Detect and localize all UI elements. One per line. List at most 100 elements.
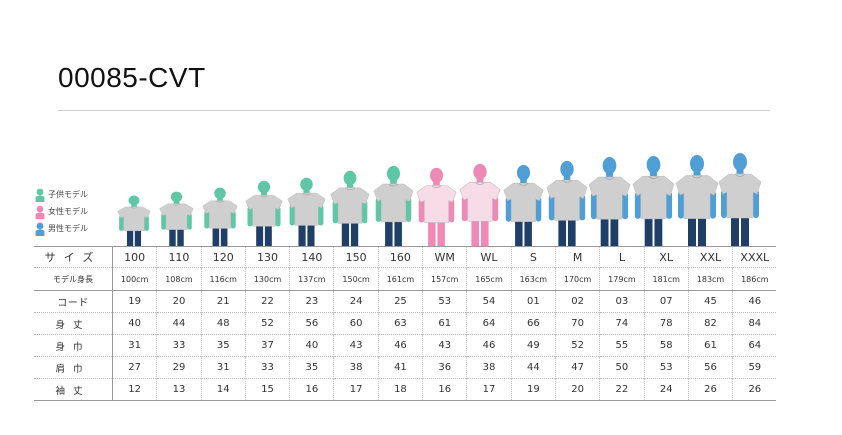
cell-width-s: 49: [510, 334, 556, 357]
cell-shoulder-140: 35: [289, 356, 334, 379]
cell-sleeve-l: 22: [599, 378, 645, 401]
cell-code-130: 22: [244, 290, 290, 313]
cell-size-xl: XL: [643, 246, 689, 268]
cell-width-m: 52: [554, 334, 600, 357]
cell-size-xxxl: XXXL: [732, 246, 777, 268]
cell-size-120: 120: [200, 246, 246, 268]
cell-sleeve-140: 16: [289, 378, 334, 401]
cell-code-xl: 07: [643, 290, 689, 313]
cell-width-140: 40: [289, 334, 334, 357]
cell-height-150: 150cm: [333, 267, 379, 291]
cell-shoulder-120: 31: [200, 356, 246, 379]
cell-length-m: 70: [554, 312, 600, 335]
cell-height-l: 179cm: [599, 267, 645, 291]
legend: 子供モデル 女性モデル 男性モデル: [34, 186, 88, 237]
row-label-sleeve: 袖丈: [34, 378, 113, 401]
cell-height-wl: 165cm: [466, 267, 512, 291]
cell-height-xl: 181cm: [643, 267, 689, 291]
row-label-height: モデル身長: [34, 267, 113, 291]
cell-shoulder-110: 29: [156, 356, 202, 379]
row-shoulder: 肩巾 27 29 31 33 35 38 41 36 38 44 47 50 53 56 59: [34, 356, 777, 379]
cell-height-110: 108cm: [156, 267, 202, 291]
cell-height-130: 130cm: [244, 267, 290, 291]
cell-sleeve-xl: 24: [643, 378, 689, 401]
cell-shoulder-l: 50: [599, 356, 645, 379]
cell-code-xxl: 45: [687, 290, 733, 313]
row-width: 身巾 31 33 35 37 40 43 46 43 46 49 52 55 58 61 64: [34, 334, 777, 357]
cell-length-xl: 78: [643, 312, 689, 335]
row-code: コード 19 20 21 22 23 24 25 53 54 01 02 03 07 45 46: [34, 290, 777, 313]
row-label-shoulder: 肩巾: [34, 356, 113, 379]
cell-size-130: 130: [244, 246, 290, 268]
cell-shoulder-150: 38: [333, 356, 379, 379]
cell-code-150: 24: [333, 290, 379, 313]
legend-item-woman: 女性モデル: [34, 203, 88, 220]
cell-sleeve-wm: 16: [422, 378, 467, 401]
cell-code-l: 03: [599, 290, 645, 313]
cell-length-l: 74: [599, 312, 645, 335]
cell-height-xxxl: 186cm: [732, 267, 777, 291]
row-sleeve: 袖丈 12 13 14 15 16 17 18 16 17 19 20 22 24 26 26: [34, 378, 777, 401]
cell-length-120: 48: [200, 312, 246, 335]
cell-sleeve-m: 20: [554, 378, 600, 401]
legend-label-kid: 子供モデル: [48, 190, 88, 199]
cell-size-160: 160: [377, 246, 423, 268]
cell-height-xxl: 183cm: [687, 267, 733, 291]
cell-sleeve-wl: 17: [466, 378, 512, 401]
model-figure-s: [503, 164, 544, 246]
cell-shoulder-100: 27: [111, 356, 157, 379]
cell-code-160: 25: [377, 290, 423, 313]
model-figure-wm: [416, 167, 457, 246]
cell-shoulder-xxxl: 59: [732, 356, 777, 379]
row-height: モデル身長 100cm 108cm 116cm 130cm 137cm 150cm 161cm…: [34, 267, 777, 291]
model-figure-m: [546, 160, 588, 246]
model-figure-xxxl: [718, 153, 762, 246]
cell-width-xl: 58: [643, 334, 689, 357]
cell-shoulder-xxl: 56: [687, 356, 733, 379]
model-figure-xxl: [675, 154, 718, 246]
cell-height-s: 163cm: [510, 267, 556, 291]
cell-height-wm: 157cm: [422, 267, 467, 291]
model-figure-wl: [459, 163, 501, 246]
legend-item-kid: 子供モデル: [34, 186, 88, 203]
model-figures: [0, 150, 842, 246]
cell-shoulder-m: 47: [554, 356, 600, 379]
cell-size-150: 150: [333, 246, 379, 268]
cell-length-110: 44: [156, 312, 202, 335]
cell-height-140: 137cm: [289, 267, 334, 291]
cell-shoulder-130: 33: [244, 356, 290, 379]
cell-sleeve-110: 13: [156, 378, 202, 401]
legend-label-man: 男性モデル: [48, 224, 88, 233]
cell-length-160: 63: [377, 312, 423, 335]
cell-length-s: 66: [510, 312, 556, 335]
cell-length-130: 52: [244, 312, 290, 335]
cell-sleeve-130: 15: [244, 378, 290, 401]
cell-width-100: 31: [111, 334, 157, 357]
cell-size-s: S: [510, 246, 556, 268]
cell-width-160: 46: [377, 334, 423, 357]
cell-sleeve-100: 12: [111, 378, 157, 401]
cell-width-wm: 43: [422, 334, 467, 357]
cell-width-150: 43: [333, 334, 379, 357]
cell-code-100: 19: [111, 290, 157, 313]
row-label-code: コード: [34, 290, 113, 313]
size-table: サイズ 100 110 120 130 140 150 160 WM WL S M L XL XXL XXXL…: [34, 246, 777, 401]
cell-length-150: 60: [333, 312, 379, 335]
model-figure-150: [330, 170, 370, 246]
woman-figure-icon: [35, 205, 45, 219]
cell-sleeve-xxl: 26: [687, 378, 733, 401]
title-divider: [58, 110, 770, 111]
cell-width-xxxl: 64: [732, 334, 777, 357]
cell-length-wm: 61: [422, 312, 467, 335]
cell-code-120: 21: [200, 290, 246, 313]
model-figure-140: [287, 177, 326, 246]
model-figure-130: [244, 180, 283, 246]
cell-length-xxl: 82: [687, 312, 733, 335]
cell-size-m: M: [554, 246, 600, 268]
model-figure-100: [116, 195, 151, 246]
kid-figure-icon: [35, 188, 45, 202]
cell-width-wl: 46: [466, 334, 512, 357]
cell-code-wm: 53: [422, 290, 467, 313]
cell-size-140: 140: [289, 246, 334, 268]
cell-sleeve-s: 19: [510, 378, 556, 401]
